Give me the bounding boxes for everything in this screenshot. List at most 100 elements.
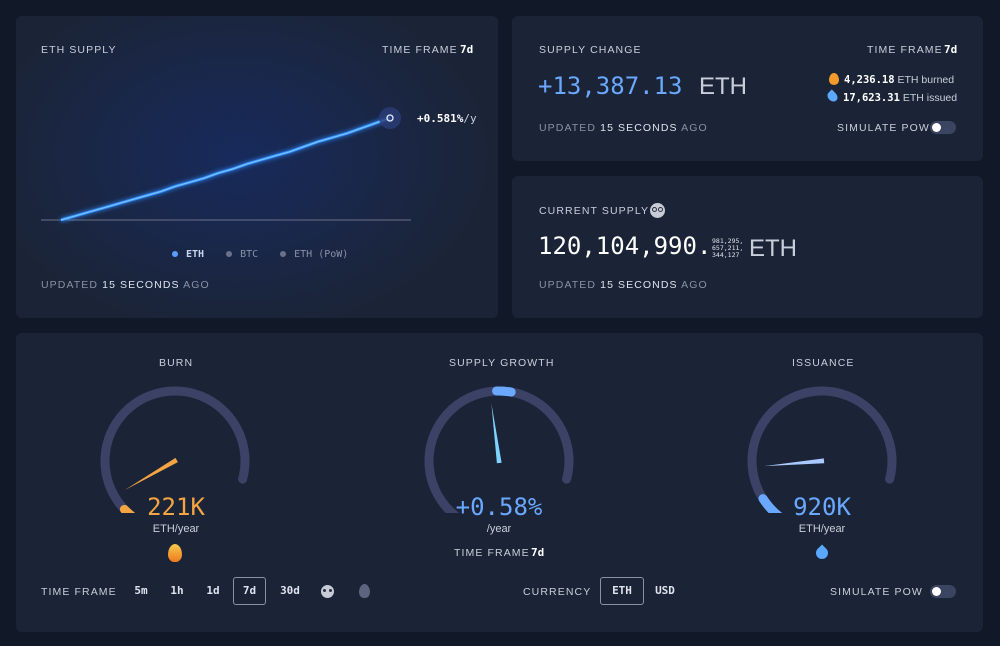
updated-value: 15 SECONDS: [600, 122, 678, 134]
legend-dot-icon: [226, 251, 233, 257]
burn-gauge-value: 221K: [147, 493, 205, 521]
updated-text: UPDATED 15 SECONDS AGO: [539, 279, 708, 291]
current-supply-unit: ETH: [749, 235, 797, 262]
issuance-gauge-unit: ETH/year: [798, 523, 846, 535]
time-frame-7d-button[interactable]: 7d: [233, 577, 266, 605]
growth-gauge-unit: /year: [486, 523, 512, 535]
legend-btc-label: BTC: [240, 249, 259, 260]
issued-value: 17,623.31: [843, 92, 900, 104]
updated-suffix: AGO: [183, 279, 210, 291]
growth-gauge-title: SUPPLY GROWTH: [449, 357, 555, 369]
gauge-track: [100, 386, 250, 513]
droplet-icon: [813, 544, 831, 562]
chart-end-halo: [379, 107, 401, 129]
gauge-fill: [758, 494, 783, 513]
gauge-fill: [492, 386, 516, 397]
current-supply-title: CURRENT SUPPLY: [539, 205, 650, 217]
updated-prefix: UPDATED: [539, 122, 597, 134]
updated-prefix: UPDATED: [41, 279, 99, 291]
eth-supply-card: ETH SUPPLY TIME FRAME 7d +0.581%/y ETH B…: [16, 16, 498, 318]
supply-change-value: +13,387.13 ETH: [538, 72, 747, 101]
fire-icon: [829, 73, 839, 85]
growth-annotation-unit: /y: [463, 112, 477, 125]
burn-gauge: [100, 386, 250, 513]
time-frame-value[interactable]: 7d: [460, 43, 474, 56]
toggle-knob: [932, 587, 941, 596]
updated-value: 15 SECONDS: [102, 279, 180, 291]
currency-label: CURRENCY: [523, 586, 592, 598]
burn-gauge-title: BURN: [159, 357, 194, 369]
current-supply-main: 120,104,990.: [538, 232, 712, 260]
toggle-knob: [932, 123, 941, 132]
growth-annotation-value: +0.581%: [417, 112, 464, 125]
supply-change-amount: +13,387.13: [538, 72, 683, 100]
issued-label: ETH issued: [902, 92, 958, 104]
droplet-icon: [825, 89, 840, 104]
fire-icon[interactable]: [359, 584, 370, 598]
supply-change-card: SUPPLY CHANGE TIME FRAME 7d +13,387.13 E…: [512, 16, 983, 161]
nerd-face-icon: [650, 203, 665, 218]
legend-dot-icon: [280, 251, 287, 257]
issuance-gauge-title: ISSUANCE: [792, 357, 855, 369]
time-frame-value[interactable]: 7d: [944, 43, 958, 56]
legend-eth-label: ETH: [186, 249, 205, 260]
eth-supply-title: ETH SUPPLY: [41, 44, 117, 56]
burn-gauge-unit: ETH/year: [152, 523, 200, 535]
fraction-line: 657,211,: [712, 244, 744, 252]
gauge-needle: [764, 458, 825, 467]
chart-growth-annotation: +0.581%/y: [417, 112, 477, 125]
supply-change-title: SUPPLY CHANGE: [539, 44, 642, 56]
currency-usd-button[interactable]: USD: [655, 584, 675, 597]
gauges-card: BURN 221K ETH/year SUPPLY GROWTH +0.58% …: [16, 333, 983, 632]
current-supply-fraction: 981,295, 657,211, 344,127: [712, 238, 743, 259]
gauge-fill: [119, 504, 136, 513]
gauge-track: [747, 386, 897, 513]
issuance-gauge-value: 920K: [793, 493, 851, 521]
panda-icon[interactable]: [321, 585, 334, 598]
simulate-pow-label: SIMULATE PoW: [837, 122, 930, 134]
currency-eth-button[interactable]: ETH: [600, 577, 644, 605]
burned-value: 4,236.18: [844, 74, 895, 86]
chart-end-point[interactable]: [386, 114, 394, 122]
legend-eth-pow-label: ETH (PoW): [294, 249, 349, 260]
supply-change-unit: ETH: [698, 73, 747, 100]
gauge-track: [424, 386, 574, 513]
time-frame-30d-button[interactable]: 30d: [280, 584, 300, 597]
growth-time-frame-label: TIME FRAME: [454, 547, 530, 559]
fraction-line: 981,295,: [712, 237, 744, 245]
supply-line-chart: [41, 107, 411, 222]
time-frame-1d-button[interactable]: 1d: [206, 584, 220, 597]
growth-gauge: [424, 386, 574, 513]
footer-time-frame-label: TIME FRAME: [41, 586, 117, 598]
updated-prefix: UPDATED: [539, 279, 597, 291]
updated-text: UPDATED 15 SECONDS AGO: [41, 279, 210, 291]
issued-row: 17,623.31 ETH issued: [825, 89, 958, 104]
growth-time-frame-value[interactable]: 7d: [531, 546, 545, 559]
current-supply-card: CURRENT SUPPLY 120,104,990. 981,295, 657…: [512, 176, 983, 318]
chart-legend: ETH BTC ETH (PoW): [172, 249, 348, 260]
eth-series-line: [60, 116, 391, 222]
legend-eth[interactable]: ETH: [172, 249, 204, 260]
gauge-needle: [124, 457, 178, 490]
time-frame-label: TIME FRAME: [382, 44, 458, 56]
fraction-line: 344,127: [712, 251, 740, 259]
simulate-pow-toggle[interactable]: [930, 585, 956, 598]
growth-gauge-value: +0.58%: [455, 493, 543, 521]
time-frame-5m-button[interactable]: 5m: [134, 584, 148, 597]
legend-btc[interactable]: BTC: [226, 249, 258, 260]
updated-value: 15 SECONDS: [600, 279, 678, 291]
legend-dot-icon: [172, 251, 178, 257]
simulate-pow-toggle[interactable]: [930, 121, 956, 134]
burned-row: 4,236.18 ETH burned: [829, 73, 954, 86]
updated-suffix: AGO: [681, 122, 708, 134]
burned-label: ETH burned: [897, 74, 955, 86]
fire-icon: [168, 544, 182, 562]
legend-eth-pow[interactable]: ETH (PoW): [280, 249, 348, 260]
time-frame-1h-button[interactable]: 1h: [170, 584, 184, 597]
gauge-needle: [491, 403, 502, 464]
eth-series-line-core: [60, 117, 391, 221]
time-frame-label: TIME FRAME: [867, 44, 943, 56]
issuance-gauge: [747, 386, 897, 513]
simulate-pow-label: SIMULATE PoW: [830, 586, 923, 598]
updated-text: UPDATED 15 SECONDS AGO: [539, 122, 708, 134]
